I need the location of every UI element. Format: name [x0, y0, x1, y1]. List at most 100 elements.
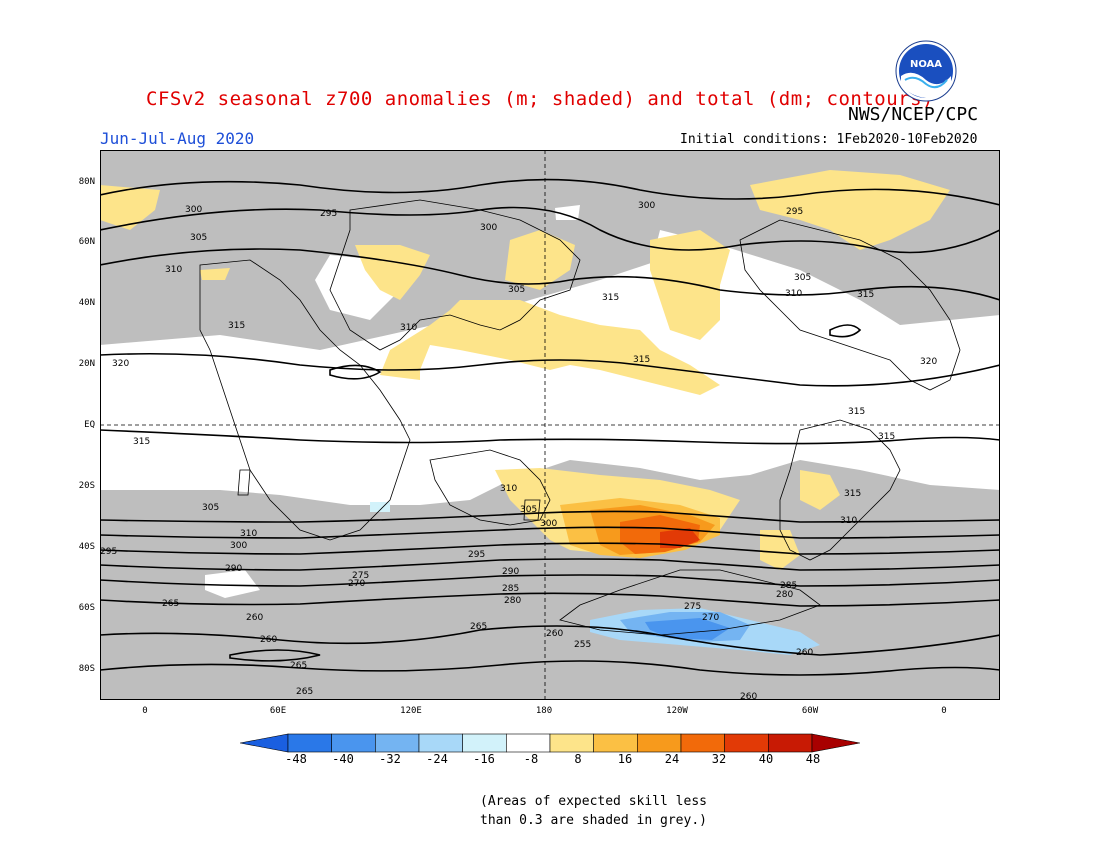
colorbar-segment [637, 733, 682, 753]
anomaly-pos-40 [660, 528, 700, 548]
contour-label: 310 [400, 323, 417, 333]
colorbar [240, 733, 860, 753]
contour-label: 310 [840, 516, 857, 526]
colorbar-tick: 24 [664, 752, 680, 766]
lat-label-20s: 20S [78, 481, 95, 491]
colorbar-tick: 40 [758, 752, 774, 766]
contour-label: 315 [878, 432, 895, 442]
lon-label-180: 180 [535, 706, 553, 716]
map-frame [100, 150, 1000, 700]
colorbar-tick: -24 [426, 752, 448, 766]
contour-label: 270 [702, 613, 719, 623]
contour-label: 290 [225, 564, 242, 574]
colorbar-tick: -16 [473, 752, 495, 766]
contour-label: 315 [602, 293, 619, 303]
colorbar-segment [593, 733, 638, 753]
colorbar-segment [724, 733, 769, 753]
contour-label: 260 [546, 629, 563, 639]
contour-label: 300 [480, 223, 497, 233]
colorbar-segment [462, 733, 507, 753]
contour-label: 285 [502, 584, 519, 594]
contour-label: 305 [794, 273, 811, 283]
agency-label: NWS/NCEP/CPC [848, 104, 979, 125]
contour-label: 315 [844, 489, 861, 499]
contour-label: 265 [162, 599, 179, 609]
lon-label-60w: 60W [801, 706, 819, 716]
lat-label-80s: 80S [78, 664, 95, 674]
logo-text: NOAA [910, 59, 942, 70]
contour-label: 290 [502, 567, 519, 577]
contour-label: 320 [920, 357, 937, 367]
contour-label: 280 [776, 590, 793, 600]
colorbar-segment [768, 733, 813, 753]
contour-label: 260 [796, 648, 813, 658]
colorbar-segment [375, 733, 420, 753]
colorbar-segment [331, 733, 376, 753]
contour-label: 270 [348, 579, 365, 589]
lat-label-80n: 80N [78, 177, 95, 187]
colorbar-segment [811, 733, 860, 753]
contour-label: 260 [246, 613, 263, 623]
skill-note-line-2: than 0.3 are shaded in grey.) [480, 813, 707, 828]
colorbar-segment [549, 733, 594, 753]
lon-label-120w: 120W [666, 706, 688, 716]
colorbar-tick: 16 [617, 752, 633, 766]
contour-label: 265 [290, 661, 307, 671]
chart-title: CFSv2 seasonal z700 anomalies (m; shaded… [146, 88, 934, 110]
colorbar-tick: -48 [285, 752, 307, 766]
colorbar-tick: 48 [805, 752, 821, 766]
contour-label: 280 [504, 596, 521, 606]
colorbar-segment [680, 733, 725, 753]
colorbar-segment [418, 733, 463, 753]
lat-label-60s: 60S [78, 603, 95, 613]
anomaly-map: 300 295 305 310 300 300 295 315 305 310 … [100, 150, 1000, 700]
colorbar-tick: -32 [379, 752, 401, 766]
height-contours [100, 178, 1000, 676]
initial-conditions-label: Initial conditions: 1Feb2020-10Feb2020 [680, 132, 978, 147]
contour-label: 305 [520, 505, 537, 515]
contour-label: 315 [133, 437, 150, 447]
contour-label: 295 [320, 209, 337, 219]
contour-label: 315 [228, 321, 245, 331]
colorbar-tick: 8 [574, 752, 582, 766]
contour-label: 295 [786, 207, 803, 217]
lat-label-20n: 20N [78, 359, 95, 369]
lat-label-40n: 40N [78, 298, 95, 308]
colorbar-tick: -40 [332, 752, 354, 766]
lon-label-0: 0 [142, 706, 148, 716]
contour-label: 255 [574, 640, 591, 650]
lat-label-eq: EQ [84, 420, 95, 430]
contour-label: 310 [785, 289, 802, 299]
contour-label: 305 [190, 233, 207, 243]
contour-label: 265 [470, 622, 487, 632]
skill-note: (Areas of expected skill less than 0.3 a… [480, 792, 707, 830]
contour-label: 315 [857, 290, 874, 300]
contour-labels: 300 295 305 310 300 300 295 315 305 310 … [100, 201, 937, 700]
contour-label: 275 [352, 571, 369, 581]
skill-note-line-1: (Areas of expected skill less [480, 794, 707, 809]
contour-label: 260 [740, 692, 757, 700]
season-label: Jun-Jul-Aug 2020 [100, 129, 255, 148]
contour-label: 275 [684, 602, 701, 612]
contour-label: 295 [468, 550, 485, 560]
contour-label: 300 [638, 201, 655, 211]
contour-label: 305 [508, 285, 525, 295]
colorbar-segment [240, 733, 289, 753]
contour-label: 300 [185, 205, 202, 215]
lon-label-0-east: 0 [941, 706, 947, 716]
colorbar-segment [287, 733, 332, 753]
lon-label-120e: 120E [400, 706, 422, 716]
colorbar-tick: 32 [711, 752, 727, 766]
contour-label: 265 [296, 687, 313, 697]
colorbar-tick: -8 [523, 752, 539, 766]
contour-label: 315 [633, 355, 650, 365]
contour-label: 310 [165, 265, 182, 275]
contour-label: 310 [500, 484, 517, 494]
contour-label: 315 [848, 407, 865, 417]
colorbar-segment [506, 733, 551, 753]
contour-label: 295 [100, 547, 117, 557]
contour-label: 305 [202, 503, 219, 513]
contour-label: 310 [240, 529, 257, 539]
contour-label: 260 [260, 635, 277, 645]
lon-label-60e: 60E [269, 706, 287, 716]
